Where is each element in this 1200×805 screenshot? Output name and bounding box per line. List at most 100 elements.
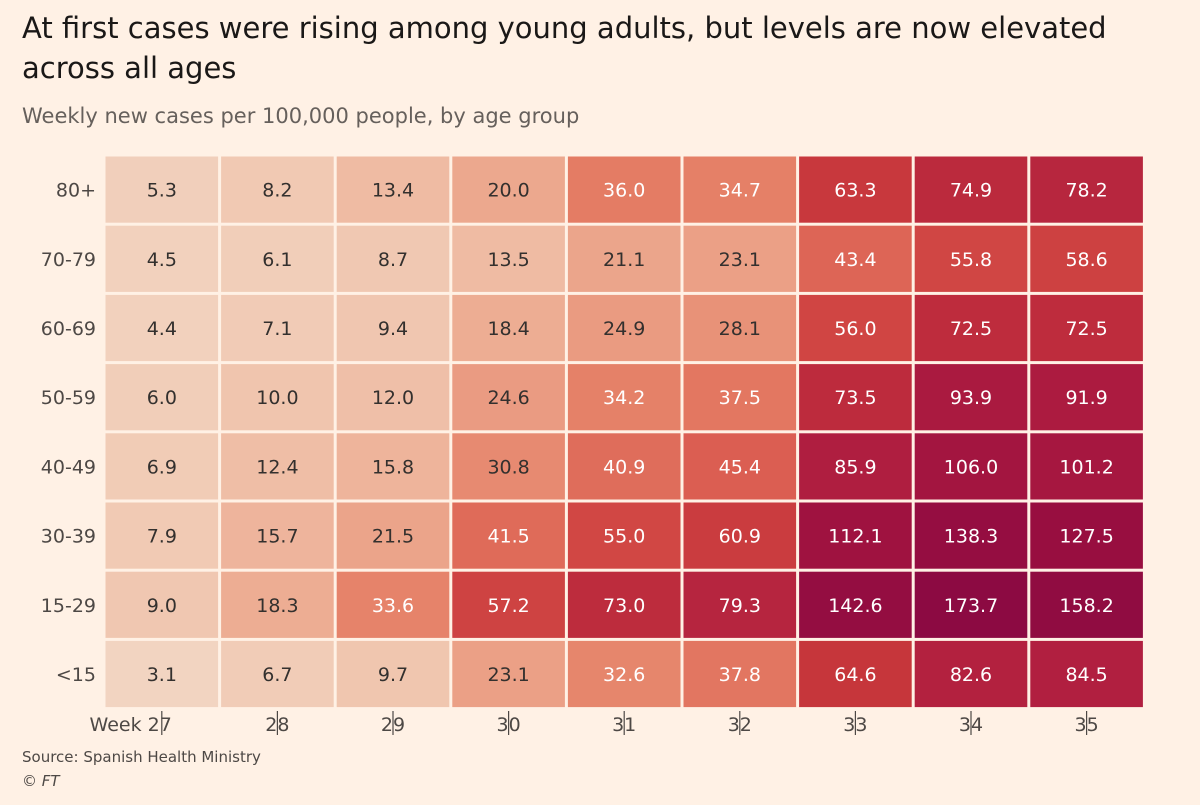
- cell-value: 138.3: [944, 526, 998, 548]
- cell-value: 33.6: [372, 595, 414, 617]
- heatmap-cell: [1030, 156, 1143, 223]
- cell-value: 142.6: [828, 595, 882, 617]
- row-label: <15: [56, 664, 96, 686]
- x-tick-label: 28: [265, 714, 289, 736]
- heatmap-cell: [914, 225, 1028, 292]
- x-tick-label: Week 27: [90, 714, 172, 736]
- cell-value: 32.6: [603, 664, 645, 686]
- heatmap-cell: [1030, 433, 1143, 500]
- cell-value: 85.9: [834, 456, 876, 478]
- cell-value: 36.0: [603, 180, 645, 202]
- heatmap-cell: [336, 433, 450, 500]
- cell-value: 64.6: [834, 664, 876, 686]
- heatmap-cell: [1030, 364, 1143, 431]
- heatmap-cell: [683, 294, 797, 362]
- cell-value: 73.5: [834, 387, 876, 409]
- heatmap-cell: [683, 502, 797, 569]
- heatmap-cell: [914, 433, 1028, 500]
- heatmap-cell: [914, 640, 1028, 708]
- cell-value: 127.5: [1059, 526, 1113, 548]
- heatmap-cell: [683, 433, 797, 500]
- heatmap-cell: [452, 433, 565, 500]
- cell-value: 18.3: [256, 595, 298, 617]
- cell-value: 21.5: [372, 526, 414, 548]
- source-note: Source: Spanish Health Ministry: [22, 748, 261, 766]
- x-tick-label: 29: [381, 714, 405, 736]
- heatmap-cell: [683, 364, 797, 431]
- cell-value: 158.2: [1059, 595, 1113, 617]
- x-tick-label: 34: [959, 714, 983, 736]
- heatmap-cell: [105, 156, 219, 223]
- heatmap-cell: [914, 502, 1028, 569]
- cell-value: 55.8: [950, 249, 992, 271]
- heatmap-cell: [221, 294, 334, 362]
- heatmap-cell: [683, 571, 797, 638]
- cell-value: 12.4: [256, 456, 298, 478]
- cell-value: 24.9: [603, 318, 645, 340]
- heatmap-cell: [799, 156, 912, 223]
- heatmap-cell: [914, 571, 1028, 638]
- heatmap-cell: [105, 364, 219, 431]
- cell-value: 10.0: [256, 387, 298, 409]
- cell-value: 56.0: [834, 318, 876, 340]
- heatmap-cell: [221, 502, 334, 569]
- chart-subtitle: Weekly new cases per 100,000 people, by …: [22, 104, 580, 128]
- cell-value: 8.7: [378, 249, 408, 271]
- cell-value: 24.6: [487, 387, 529, 409]
- cell-value: 12.0: [372, 387, 414, 409]
- heatmap-cell: [914, 364, 1028, 431]
- heatmap-cell: [799, 225, 912, 292]
- chart-title: At first cases were rising among young a…: [22, 11, 1107, 85]
- heatmap-cell: [336, 364, 450, 431]
- cell-value: 45.4: [719, 456, 761, 478]
- cell-value: 79.3: [719, 595, 761, 617]
- cell-value: 112.1: [828, 526, 882, 548]
- cell-value: 78.2: [1065, 180, 1107, 202]
- heatmap-cell: [452, 294, 565, 362]
- cell-value: 7.9: [147, 526, 177, 548]
- cell-value: 6.9: [147, 456, 177, 478]
- heatmap-cell: [799, 294, 912, 362]
- row-label: 50-59: [41, 387, 96, 409]
- heatmap-cell: [567, 225, 681, 292]
- cell-value: 13.4: [372, 180, 414, 202]
- heatmap-cell: [105, 571, 219, 638]
- row-label: 80+: [56, 180, 96, 202]
- cell-value: 37.8: [719, 664, 761, 686]
- cell-value: 63.3: [834, 180, 876, 202]
- heatmap-cell: [105, 502, 219, 569]
- heatmap-cell: [799, 571, 912, 638]
- cell-value: 34.7: [719, 180, 761, 202]
- cell-value: 30.8: [487, 456, 529, 478]
- cell-value: 106.0: [944, 456, 998, 478]
- heatmap-cell: [567, 294, 681, 362]
- heatmap-cell: [799, 502, 912, 569]
- heatmap-cell: [221, 364, 334, 431]
- cell-value: 9.0: [147, 595, 177, 617]
- cell-value: 7.1: [262, 318, 292, 340]
- cell-value: 6.7: [262, 664, 292, 686]
- heatmap-cell: [914, 294, 1028, 362]
- heatmap-cell: [336, 502, 450, 569]
- heatmap-cell: [799, 364, 912, 431]
- cell-value: 55.0: [603, 526, 645, 548]
- row-label: 70-79: [41, 249, 96, 271]
- heatmap-cell: [452, 640, 565, 708]
- cell-value: 4.4: [147, 318, 177, 340]
- cell-value: 9.4: [378, 318, 408, 340]
- row-label: 40-49: [41, 456, 96, 478]
- x-tick-label: 30: [497, 714, 521, 736]
- cell-value: 18.4: [487, 318, 529, 340]
- heatmap-cell: [336, 294, 450, 362]
- heatmap-cell: [452, 364, 565, 431]
- cell-value: 28.1: [719, 318, 761, 340]
- cell-value: 6.1: [262, 249, 292, 271]
- cell-value: 173.7: [944, 595, 998, 617]
- heatmap-cell: [567, 433, 681, 500]
- heatmap-cell: [336, 571, 450, 638]
- heatmap-cell: [452, 571, 565, 638]
- heatmap-cell: [799, 640, 912, 708]
- heatmap-cell: [105, 640, 219, 708]
- heatmap-cell: [221, 433, 334, 500]
- cell-value: 20.0: [487, 180, 529, 202]
